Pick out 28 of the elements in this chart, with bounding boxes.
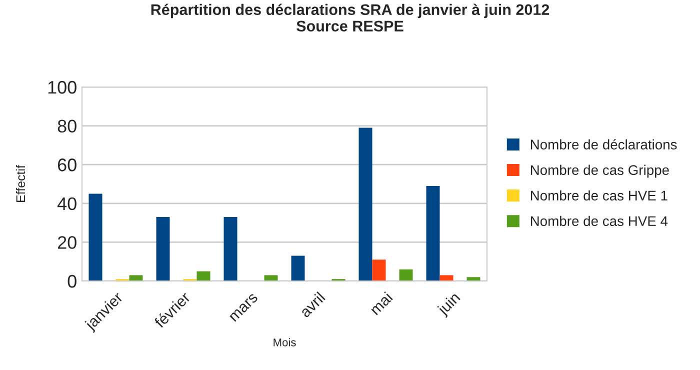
y-tick-label: 60 [58,158,76,172]
bar [372,260,386,281]
bar [264,275,278,281]
legend-label: Nombre de déclarations [530,139,677,150]
y-tick-label: 0 [68,274,76,288]
bar [196,271,210,281]
y-tick-label: 80 [58,120,76,133]
bar [358,128,372,281]
x-tick-label: juin [436,291,463,318]
bar [129,275,143,281]
y-tick-label: 40 [57,197,76,210]
y-axis-title: Effectif [16,164,26,202]
legend-label: Nombre de cas Grippe [530,164,669,178]
bar [440,275,454,281]
bar [426,186,440,281]
bar [156,216,170,281]
y-tick-label: 20 [58,236,76,249]
bar [291,256,305,281]
chart-title: Répartition des déclarations SRA de janvier à juin 2012 Source RESPE [151,4,550,32]
legend-label: Nombre de cas HVE 1 [530,190,668,201]
y-tick-label: 100 [48,80,76,94]
x-tick-label: mai [369,291,393,316]
bar [399,269,413,281]
bar [88,194,102,281]
bar [224,216,238,281]
bar [466,277,480,281]
legend-label: Nombre de cas HVE 4 [530,216,668,226]
x-axis-title: Mois [274,338,296,346]
